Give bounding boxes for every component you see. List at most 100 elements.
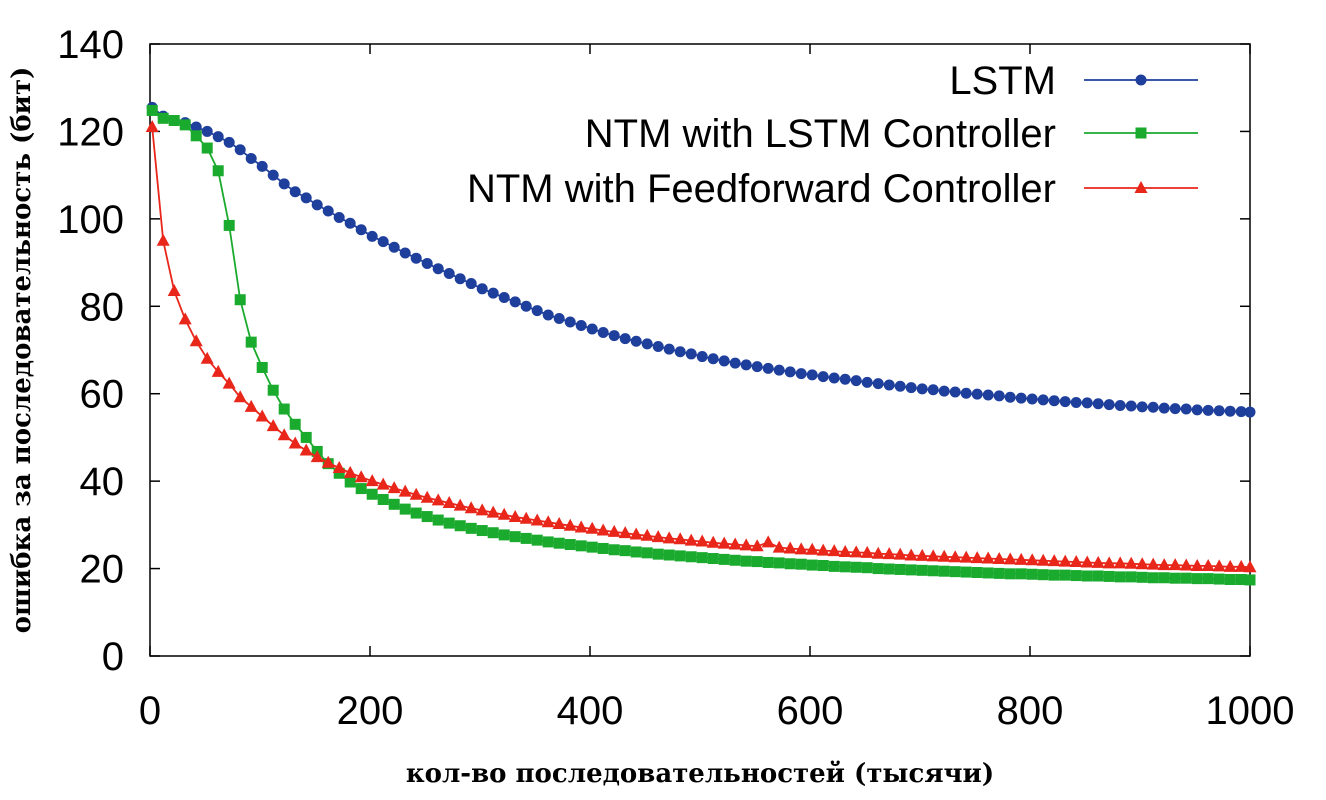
data-point xyxy=(377,494,389,506)
data-point xyxy=(244,399,258,412)
data-point xyxy=(354,470,368,483)
data-point xyxy=(740,359,752,371)
data-point xyxy=(486,505,500,518)
data-point xyxy=(1026,568,1038,580)
data-point xyxy=(1244,574,1256,586)
data-point xyxy=(993,567,1005,579)
data-point xyxy=(707,353,719,365)
data-point xyxy=(343,465,357,478)
data-point xyxy=(332,461,346,474)
data-point xyxy=(608,330,620,342)
x-tick-label: 1000 xyxy=(1206,689,1295,733)
data-point xyxy=(739,538,753,551)
data-point xyxy=(1223,559,1237,572)
data-point xyxy=(321,455,335,468)
data-point xyxy=(333,212,345,224)
data-point xyxy=(146,104,158,116)
data-point xyxy=(773,557,785,569)
data-point xyxy=(927,565,939,577)
data-point xyxy=(586,323,598,335)
data-point xyxy=(1125,400,1137,412)
data-point xyxy=(828,372,840,384)
data-point xyxy=(278,178,290,190)
data-point xyxy=(861,562,873,574)
data-point xyxy=(1026,393,1038,405)
data-point xyxy=(685,551,697,563)
data-point xyxy=(278,403,290,415)
data-point xyxy=(926,549,940,562)
data-point xyxy=(1036,553,1050,566)
legend-label: NTM with Feedforward Controller xyxy=(467,167,1056,211)
data-point xyxy=(1092,570,1104,582)
data-point xyxy=(365,474,379,487)
data-point xyxy=(1114,400,1126,412)
data-point xyxy=(553,537,565,549)
data-point xyxy=(399,247,411,259)
data-point xyxy=(223,219,235,231)
data-point xyxy=(289,418,301,430)
y-tick-label: 0 xyxy=(102,635,124,679)
data-point xyxy=(1168,558,1182,571)
data-point xyxy=(673,532,687,545)
data-point xyxy=(531,305,543,317)
data-point xyxy=(530,513,544,526)
data-point xyxy=(1180,572,1192,584)
series-triangle xyxy=(145,120,1257,573)
y-tick-label: 120 xyxy=(57,110,124,154)
data-point xyxy=(619,333,631,345)
data-point xyxy=(795,558,807,570)
series-layer xyxy=(145,101,1257,586)
data-point xyxy=(156,233,170,246)
y-axis-title: ошибка за последовательность (бит) xyxy=(7,67,37,634)
data-point xyxy=(838,544,852,557)
data-point xyxy=(662,531,676,544)
data-point xyxy=(597,542,609,554)
x-tick-label: 0 xyxy=(139,689,161,733)
legend-item: NTM with Feedforward Controller xyxy=(467,167,1198,211)
legend-label: LSTM xyxy=(949,59,1056,103)
data-point xyxy=(245,153,257,165)
data-point xyxy=(893,547,907,560)
data-point xyxy=(201,142,213,154)
data-point xyxy=(1212,559,1226,572)
data-point xyxy=(1201,558,1215,571)
data-point xyxy=(927,384,939,396)
data-point xyxy=(376,477,390,490)
data-point xyxy=(904,548,918,561)
data-point xyxy=(443,517,455,529)
y-tick-label: 100 xyxy=(57,198,124,242)
data-point xyxy=(388,498,400,510)
data-point xyxy=(872,563,884,575)
data-point xyxy=(454,273,466,285)
data-point xyxy=(1037,569,1049,581)
data-point xyxy=(1070,570,1082,582)
data-point xyxy=(773,364,785,376)
data-point xyxy=(806,559,818,571)
data-point xyxy=(905,382,917,394)
data-point xyxy=(696,552,708,564)
data-point xyxy=(772,540,786,553)
data-point xyxy=(563,518,577,531)
data-point xyxy=(542,536,554,548)
data-point xyxy=(300,192,312,204)
data-point xyxy=(784,558,796,570)
data-point xyxy=(498,292,510,304)
data-point xyxy=(1234,559,1248,572)
data-point xyxy=(1124,556,1138,569)
data-point xyxy=(619,545,631,557)
data-point xyxy=(817,560,829,572)
data-point xyxy=(1003,552,1017,565)
data-point xyxy=(1069,555,1083,568)
x-axis-title: кол-во последовательностей (тысячи) xyxy=(406,759,994,789)
data-point xyxy=(674,550,686,562)
data-point xyxy=(805,542,819,555)
data-point xyxy=(970,551,984,564)
data-point xyxy=(629,527,643,540)
data-point xyxy=(267,384,279,396)
data-point xyxy=(476,283,488,295)
x-tick-label: 400 xyxy=(557,689,624,733)
data-point xyxy=(1146,557,1160,570)
data-point xyxy=(729,357,741,369)
data-point xyxy=(663,343,675,355)
data-point xyxy=(1103,570,1115,582)
